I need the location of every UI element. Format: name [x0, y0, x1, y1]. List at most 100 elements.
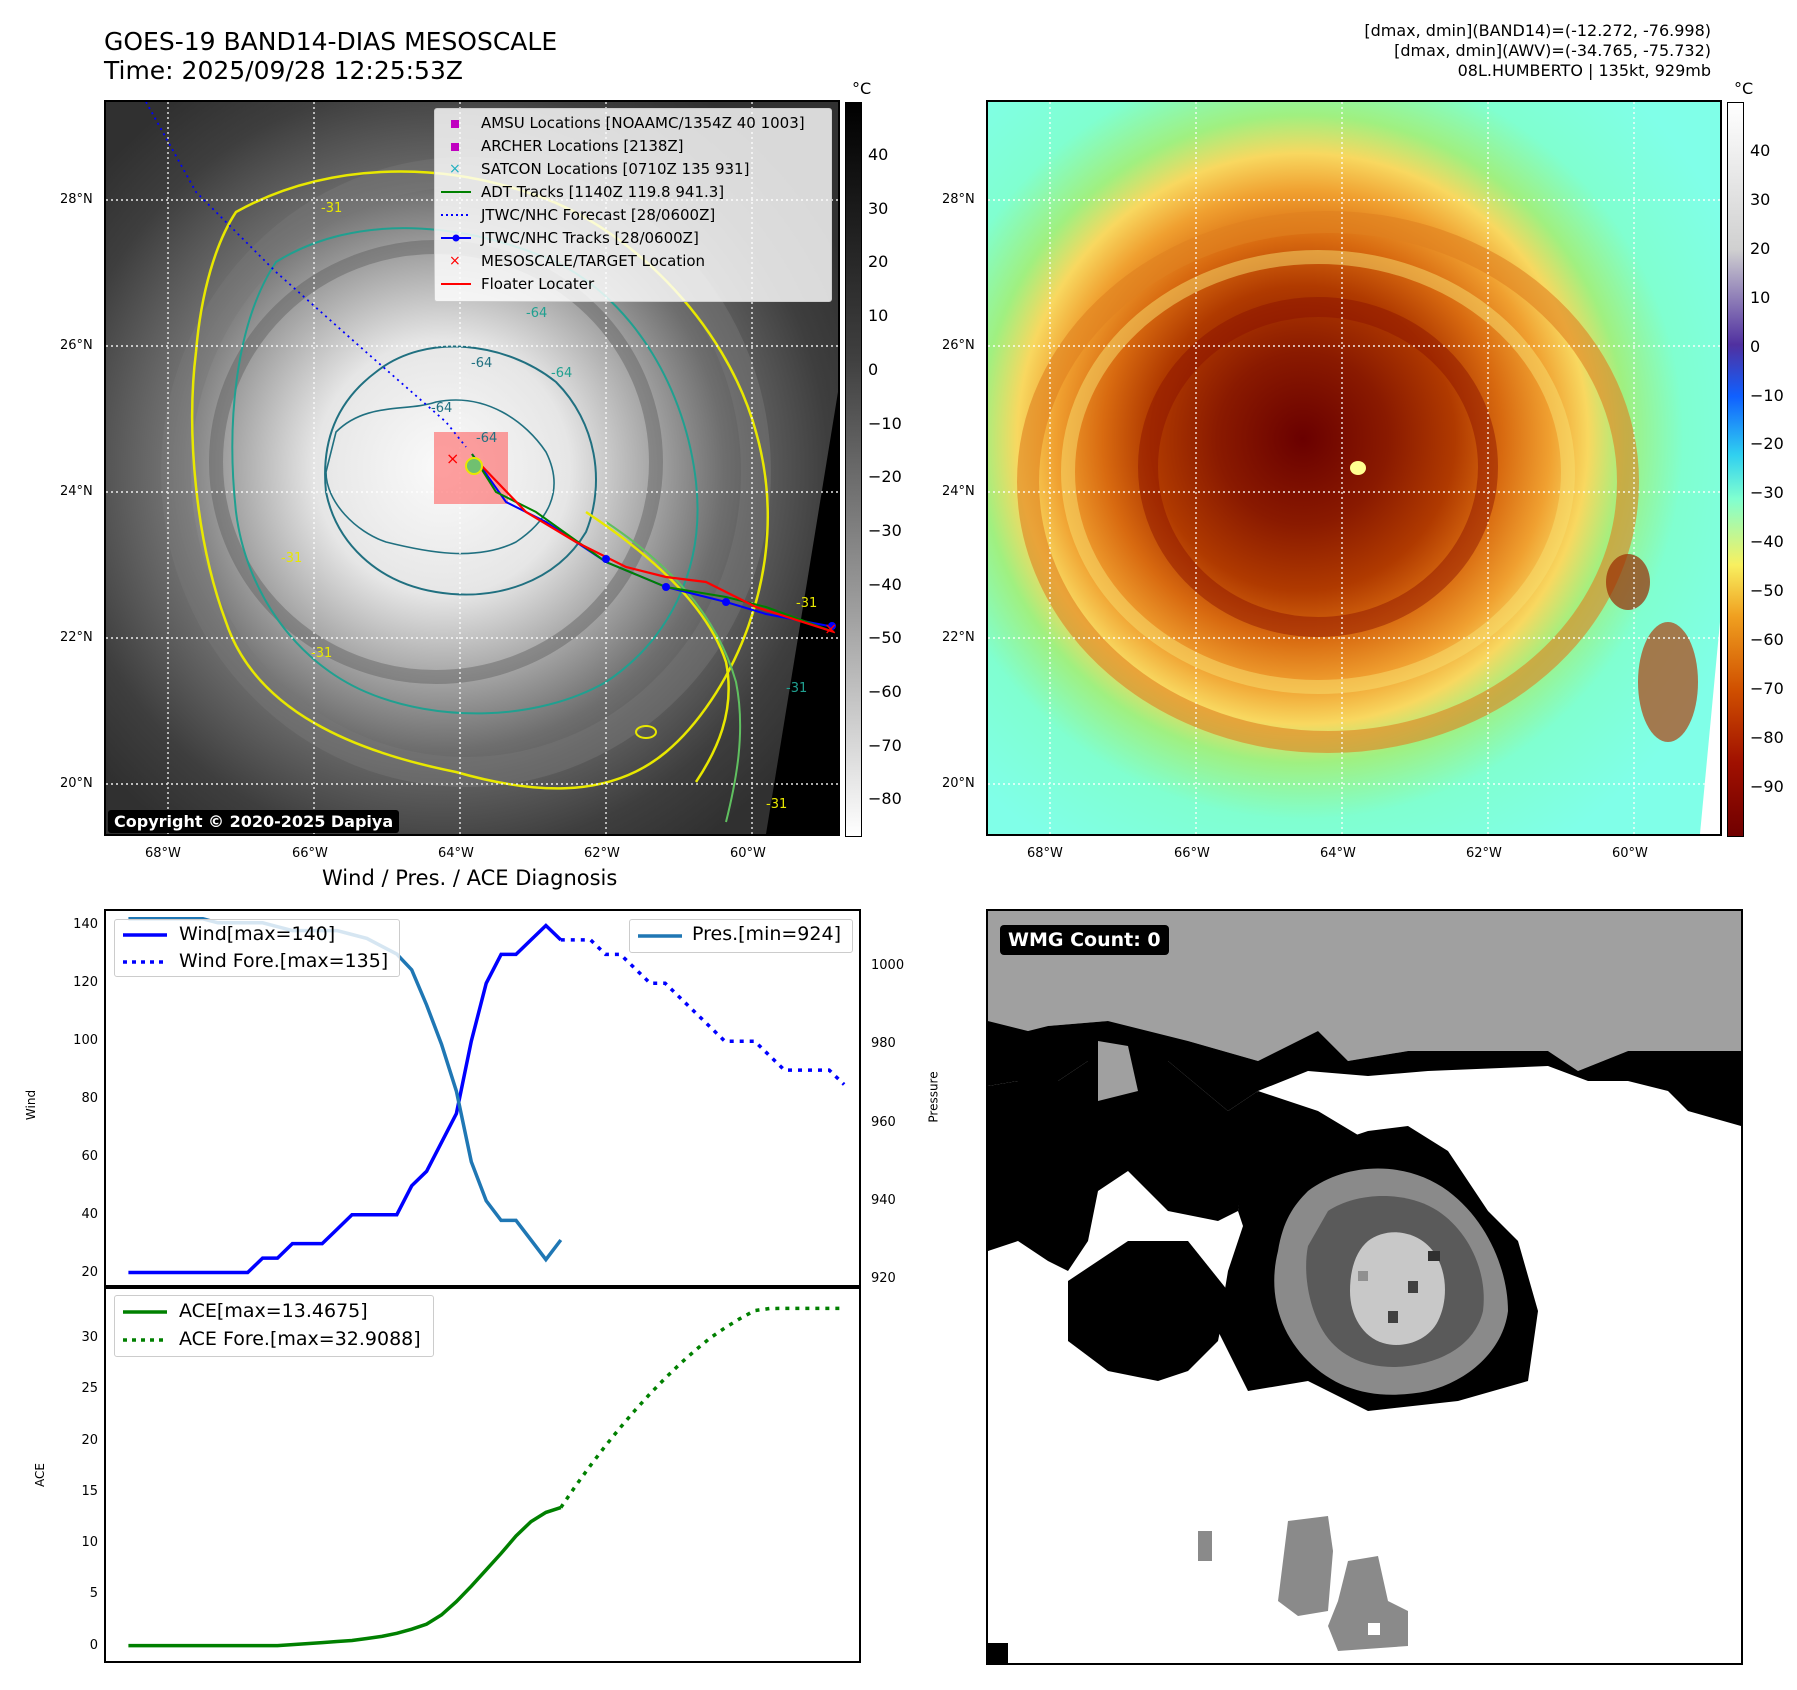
- colorbar-tick: −10: [868, 413, 902, 433]
- figure-title: GOES-19 BAND14-DIAS MESOSCALE: [104, 27, 558, 56]
- svg-text:×: ×: [446, 449, 459, 468]
- left-colorbar: [845, 102, 862, 837]
- y-tick: 20: [81, 1432, 98, 1448]
- y-tick: 60: [81, 1148, 98, 1164]
- colorbar-tick: 20: [1750, 238, 1771, 258]
- legend-markers: × ×: [441, 120, 471, 285]
- lon-tick: 64°W: [1320, 846, 1356, 861]
- lon-tick: 60°W: [730, 846, 766, 861]
- lat-tick: 22°N: [942, 630, 975, 645]
- contour-label: -31: [281, 551, 302, 566]
- colorbar-tick: −50: [868, 628, 902, 648]
- colorbar-tick: −70: [1750, 678, 1784, 698]
- colorbar-tick: 30: [868, 198, 889, 218]
- wind-axis-label: Wind: [24, 1089, 39, 1121]
- copyright-label: Copyright © 2020-2025 Dapiya: [108, 810, 400, 833]
- colorbar-tick: 20: [868, 252, 889, 272]
- legend-item: JTWC/NHC Tracks [28/0600Z]: [481, 229, 699, 247]
- contour-label: -64: [526, 306, 547, 321]
- svg-text:×: ×: [449, 161, 461, 177]
- contour-label: -64: [476, 431, 497, 446]
- colorbar-tick: 30: [1750, 189, 1771, 209]
- info-awv: [dmax, dmin](AWV)=(-34.765, -75.732): [1394, 41, 1711, 60]
- pressure-axis-label: Pressure: [926, 1071, 941, 1123]
- series-line-1: [559, 1306, 845, 1509]
- colorbar-tick: −90: [1750, 776, 1784, 796]
- series-line-1: [560, 938, 846, 1086]
- colorbar-tick: 10: [868, 306, 889, 326]
- ir-map: × × -31 -31 -31 -31 -31 -31 -64 -64 -64 …: [104, 100, 840, 836]
- contour-label: -64: [471, 356, 492, 371]
- legend-item: Floater Locater: [481, 275, 595, 293]
- legend-item: AMSU Locations [NOAAMC/1354Z 40 1003]: [481, 114, 805, 132]
- lon-tick: 62°W: [1466, 846, 1502, 861]
- colorbar-tick: −60: [868, 682, 902, 701]
- lon-tick: 66°W: [292, 846, 328, 861]
- right-colorbar: [1727, 102, 1744, 837]
- legend-item: ADT Tracks [1140Z 119.8 941.3]: [481, 183, 725, 201]
- lat-tick: 28°N: [942, 192, 975, 207]
- lat-tick: 20°N: [942, 776, 975, 791]
- svg-text:×: ×: [449, 253, 461, 269]
- legend-item: Pres.[min=924]: [692, 923, 841, 945]
- y-right-tick: 960: [871, 1114, 896, 1130]
- y-tick: 100: [73, 1033, 98, 1049]
- y-right-tick: 940: [871, 1192, 896, 1208]
- y-right-tick: 1000: [871, 957, 905, 973]
- ace-chart: ACE[max=13.4675] ACE Fore.[max=32.9088]: [104, 1285, 861, 1663]
- colorbar-tick: −20: [1750, 434, 1784, 454]
- contour-label: -64: [551, 366, 572, 381]
- ace-legend: ACE[max=13.4675] ACE Fore.[max=32.9088]: [114, 1295, 434, 1357]
- y-right-tick: 920: [871, 1271, 896, 1287]
- colorbar-tick: 10: [1750, 287, 1771, 307]
- y-tick: 10: [81, 1535, 98, 1551]
- series-line-0: [128, 1505, 562, 1648]
- y-right-tick: 980: [871, 1036, 896, 1052]
- pressure-legend-marker: [638, 934, 682, 938]
- contour-label: -31: [786, 681, 807, 696]
- wmg-count-badge: WMG Count: 0: [1000, 925, 1169, 955]
- legend-item: ACE[max=13.4675]: [179, 1300, 368, 1322]
- legend-item: ACE Fore.[max=32.9088]: [179, 1328, 421, 1350]
- left-colorbar-unit: °C: [852, 79, 872, 98]
- lat-tick: 26°N: [60, 338, 93, 353]
- lon-tick: 66°W: [1174, 846, 1210, 861]
- color-map-image: [988, 102, 1720, 834]
- contour-label: -31: [796, 596, 817, 611]
- y-tick: 25: [81, 1381, 98, 1397]
- y-tick: 30: [81, 1330, 98, 1346]
- lon-tick: 62°W: [584, 846, 620, 861]
- y-tick: 5: [89, 1586, 98, 1602]
- y-tick: 0: [89, 1637, 98, 1653]
- svg-text:×: ×: [824, 619, 837, 638]
- contour-label: -31: [321, 201, 342, 216]
- colorbar-tick: 40: [1750, 141, 1771, 160]
- colorbar-tick: −50: [1750, 581, 1784, 601]
- pressure-legend: Pres.[min=924]: [629, 919, 853, 953]
- lon-tick: 64°W: [438, 846, 474, 861]
- y-tick: 20: [81, 1264, 98, 1280]
- figure-time: Time: 2025/09/28 12:25:53Z: [104, 56, 463, 85]
- info-storm: 08L.HUMBERTO | 135kt, 929mb: [1457, 61, 1711, 80]
- series-line-0: [128, 923, 563, 1275]
- y-tick: 140: [73, 917, 98, 933]
- lat-tick: 20°N: [60, 776, 93, 791]
- ace-plot: [128, 1306, 845, 1648]
- lon-tick: 68°W: [145, 846, 181, 861]
- right-colorbar-unit: °C: [1734, 79, 1754, 98]
- ace-axis-label: ACE: [32, 1463, 47, 1487]
- contour-label: -31: [766, 797, 787, 812]
- colorbar-tick: 40: [868, 145, 889, 164]
- colorbar-tick: −40: [868, 574, 902, 594]
- wmg-panel: WMG Count: 0: [986, 909, 1743, 1665]
- lat-tick: 28°N: [60, 192, 93, 207]
- wind-pressure-chart: Wind[max=140] Wind Fore.[max=135] Pres.[…: [104, 909, 861, 1289]
- y-tick: 40: [81, 1206, 98, 1222]
- y-tick: 15: [81, 1483, 98, 1499]
- colorbar-tick: −80: [868, 789, 902, 809]
- colorbar-tick: −60: [1750, 630, 1784, 649]
- colorbar-tick: 0: [868, 359, 879, 379]
- color-map: [986, 100, 1722, 836]
- lat-tick: 22°N: [60, 630, 93, 645]
- legend-item: JTWC/NHC Forecast [28/0600Z]: [481, 206, 716, 224]
